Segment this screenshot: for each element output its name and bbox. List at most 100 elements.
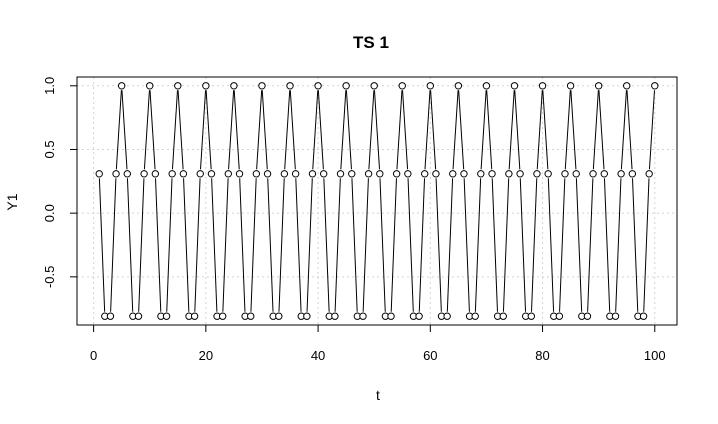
series-segment <box>620 90 627 170</box>
series-segment <box>379 178 386 312</box>
series-segment <box>228 90 235 170</box>
series-segment <box>256 90 263 170</box>
series-segment <box>542 90 549 170</box>
data-point <box>123 170 131 178</box>
series-segment <box>115 90 122 170</box>
series-segment <box>289 90 296 170</box>
x-tick-label: 100 <box>644 348 666 363</box>
series-segment <box>239 178 246 312</box>
data-point <box>594 82 603 90</box>
data-point <box>426 82 435 90</box>
series-group <box>95 82 659 320</box>
data-point <box>263 170 272 178</box>
data-point <box>628 170 637 178</box>
series-segment <box>418 178 426 312</box>
data-point <box>432 170 440 178</box>
x-axis: 0 20 40 60 80 100 <box>90 325 666 363</box>
series-segment <box>211 178 218 312</box>
data-point <box>95 170 103 178</box>
series-segment <box>402 90 409 170</box>
series-segment <box>626 90 633 170</box>
data-point <box>527 312 536 320</box>
grid-lines <box>77 77 677 325</box>
data-point <box>538 82 547 90</box>
data-point <box>387 312 395 320</box>
series-segment <box>312 90 319 170</box>
data-point <box>291 170 300 178</box>
data-point <box>140 170 148 178</box>
series-segment <box>261 90 268 170</box>
data-point <box>190 312 199 320</box>
series-segment <box>233 90 240 170</box>
series-segment <box>194 178 201 312</box>
series-segment <box>643 178 650 312</box>
data-point <box>106 312 115 320</box>
series-segment <box>519 178 527 312</box>
x-tick-label: 80 <box>535 348 549 363</box>
series-segment <box>278 178 285 312</box>
data-point <box>280 170 289 178</box>
data-point <box>645 170 653 178</box>
series-segment <box>486 90 493 170</box>
x-tick-label: 20 <box>199 348 213 363</box>
data-point <box>420 170 429 178</box>
series-segment <box>452 90 459 170</box>
series-segment <box>143 90 150 170</box>
data-point <box>230 82 238 90</box>
series-segment <box>615 178 622 312</box>
data-point <box>477 170 485 178</box>
series-segment <box>575 178 583 312</box>
data-point <box>533 170 541 178</box>
series-segment <box>508 90 515 170</box>
data-point <box>202 82 210 90</box>
series-segment <box>564 90 571 170</box>
plot-frame <box>76 76 678 326</box>
series-segment <box>138 178 145 312</box>
data-point <box>392 170 401 178</box>
data-point <box>319 170 328 178</box>
series-segment <box>491 178 498 312</box>
series-segment <box>171 90 178 170</box>
data-point <box>454 82 463 90</box>
series-segment <box>592 90 599 170</box>
data-point <box>308 170 317 178</box>
series-segment <box>474 178 482 312</box>
series-segment <box>183 178 190 312</box>
x-tick-label: 60 <box>423 348 437 363</box>
data-point <box>314 82 322 90</box>
series-segment <box>306 178 313 312</box>
series-segment <box>334 178 341 312</box>
series-segment <box>317 90 324 170</box>
data-point <box>179 170 188 178</box>
data-point <box>482 82 491 90</box>
data-point <box>303 312 311 320</box>
data-point <box>471 312 479 320</box>
data-point <box>617 170 625 178</box>
series-segment <box>603 178 611 312</box>
series-segment <box>536 90 543 170</box>
series-segment <box>407 178 414 312</box>
data-point <box>252 170 261 178</box>
data-point <box>112 170 120 178</box>
series-segment <box>446 178 454 312</box>
series-segment <box>480 90 487 170</box>
data-point <box>572 170 580 178</box>
data-point <box>443 312 451 320</box>
data-point <box>589 170 597 178</box>
data-point <box>623 82 631 90</box>
series-segment <box>435 178 442 312</box>
data-point <box>348 170 356 178</box>
x-tick-label: 40 <box>311 348 325 363</box>
data-point <box>224 170 232 178</box>
data-point <box>196 170 204 178</box>
data-point <box>460 170 468 178</box>
series-segment <box>458 90 465 170</box>
data-point <box>342 82 350 90</box>
series-segment <box>430 90 437 170</box>
series-segment <box>98 178 106 312</box>
series-segment <box>351 178 358 312</box>
data-point <box>583 312 592 320</box>
data-point <box>218 312 227 320</box>
series-segment <box>648 90 655 170</box>
series-segment <box>267 178 274 312</box>
